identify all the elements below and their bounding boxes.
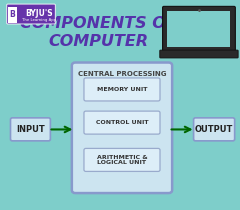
Text: INPUT: INPUT [16,125,45,134]
Text: B: B [10,10,15,19]
FancyBboxPatch shape [7,4,55,24]
Text: ARITHMETIC &
LOGICAL UNIT: ARITHMETIC & LOGICAL UNIT [97,155,147,165]
FancyBboxPatch shape [72,63,172,193]
Text: COMPONENTS OF: COMPONENTS OF [20,16,177,31]
FancyBboxPatch shape [162,6,235,52]
FancyBboxPatch shape [194,118,235,141]
Text: MEMORY UNIT: MEMORY UNIT [97,87,147,92]
Text: CONTROL UNIT: CONTROL UNIT [96,120,148,125]
Bar [168,11,230,47]
Text: COMPUTER: COMPUTER [49,34,149,49]
Text: OUTPUT: OUTPUT [195,125,233,134]
FancyBboxPatch shape [11,118,50,141]
FancyBboxPatch shape [8,7,18,22]
FancyBboxPatch shape [160,50,238,58]
Text: CENTRAL PROCESSING
UNIT (CPU): CENTRAL PROCESSING UNIT (CPU) [78,71,166,84]
Text: The Learning App: The Learning App [22,18,56,22]
Text: BYJU'S: BYJU'S [25,9,53,18]
FancyBboxPatch shape [84,78,160,101]
FancyBboxPatch shape [84,111,160,134]
FancyBboxPatch shape [84,148,160,171]
